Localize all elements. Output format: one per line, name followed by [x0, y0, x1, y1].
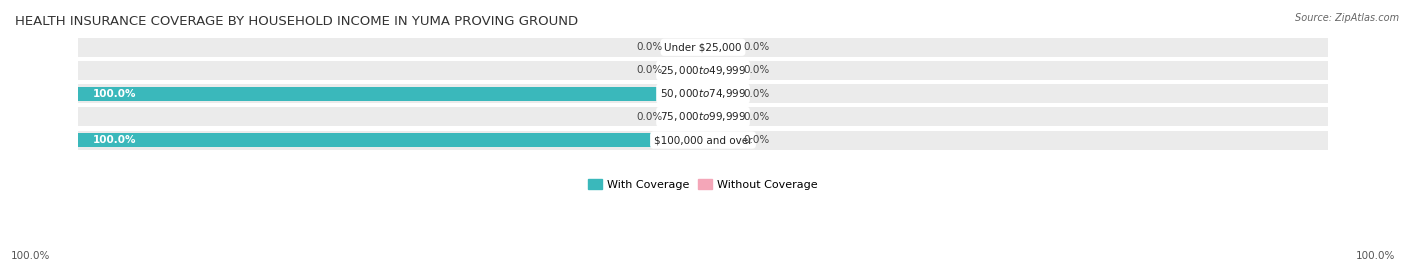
- Bar: [703, 87, 734, 101]
- Text: $75,000 to $99,999: $75,000 to $99,999: [659, 110, 747, 123]
- Bar: [703, 133, 734, 147]
- Text: 0.0%: 0.0%: [636, 65, 662, 75]
- Bar: [703, 40, 734, 54]
- Bar: [703, 110, 734, 124]
- Text: Under $25,000: Under $25,000: [664, 42, 742, 52]
- Text: 100.0%: 100.0%: [93, 135, 136, 145]
- Text: Source: ZipAtlas.com: Source: ZipAtlas.com: [1295, 13, 1399, 23]
- Bar: [77, 133, 703, 147]
- Bar: [77, 61, 1329, 80]
- Text: 100.0%: 100.0%: [93, 89, 136, 99]
- Text: $100,000 and over: $100,000 and over: [654, 135, 752, 145]
- Text: 0.0%: 0.0%: [744, 112, 770, 122]
- Text: $50,000 to $74,999: $50,000 to $74,999: [659, 87, 747, 100]
- Text: $25,000 to $49,999: $25,000 to $49,999: [659, 64, 747, 77]
- Text: HEALTH INSURANCE COVERAGE BY HOUSEHOLD INCOME IN YUMA PROVING GROUND: HEALTH INSURANCE COVERAGE BY HOUSEHOLD I…: [15, 15, 578, 28]
- Bar: [672, 110, 703, 124]
- Text: 0.0%: 0.0%: [744, 135, 770, 145]
- Bar: [77, 38, 1329, 57]
- Bar: [77, 84, 1329, 103]
- Text: 100.0%: 100.0%: [11, 251, 51, 261]
- Bar: [77, 130, 1329, 150]
- Bar: [672, 63, 703, 77]
- Text: 0.0%: 0.0%: [744, 89, 770, 99]
- Bar: [703, 63, 734, 77]
- Bar: [77, 87, 703, 101]
- Text: 100.0%: 100.0%: [1355, 251, 1395, 261]
- Text: 0.0%: 0.0%: [636, 112, 662, 122]
- Text: 0.0%: 0.0%: [744, 65, 770, 75]
- Bar: [77, 107, 1329, 126]
- Text: 0.0%: 0.0%: [636, 42, 662, 52]
- Legend: With Coverage, Without Coverage: With Coverage, Without Coverage: [583, 175, 823, 194]
- Bar: [672, 40, 703, 54]
- Text: 0.0%: 0.0%: [744, 42, 770, 52]
